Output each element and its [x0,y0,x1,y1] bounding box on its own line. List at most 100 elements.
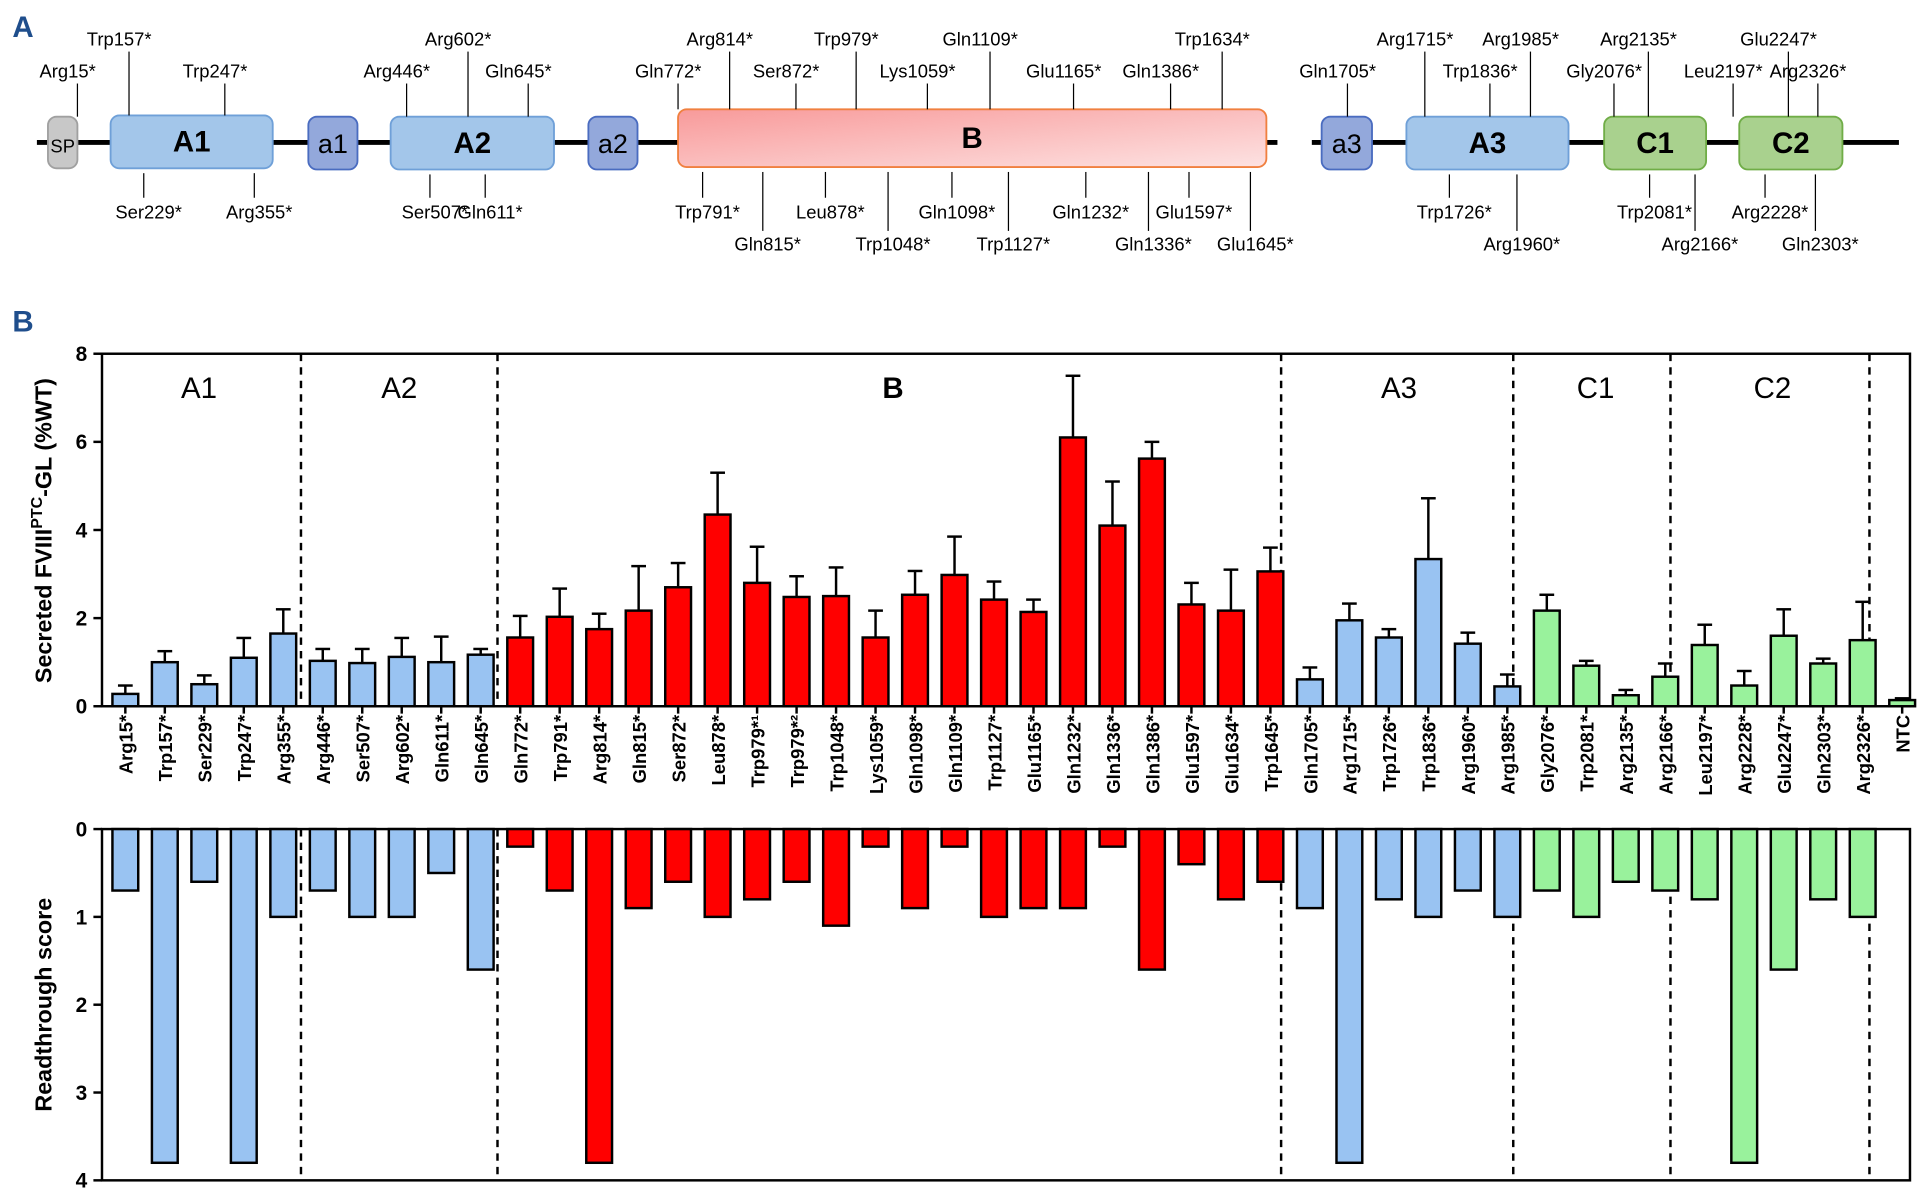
readthrough-bar [190,827,219,883]
bar-group: Trp1127* [979,580,1009,919]
domain-box [1738,115,1844,171]
domain-SP: SP [47,115,79,170]
bar-group: Gln772* [506,614,535,848]
readthrough-bar [1453,827,1482,892]
readthrough-bar [1098,827,1127,848]
mutation-label-below: Gln611* [458,202,523,223]
bar-group: Ser507* [348,647,377,919]
bar-group: Gln2303* [1809,657,1838,901]
category-label: Arg355* [274,714,295,784]
bar-group: Arg2228* [1730,669,1759,1165]
category-label: Trp2081* [1577,714,1598,792]
readthrough-bar [1572,827,1601,919]
secreted-bar [1098,524,1127,708]
readthrough-bar [111,827,140,892]
region-label-C1: C1 [1577,372,1615,405]
mutation-label-above: Gln645* [485,60,552,81]
readthrough-bar [1493,827,1522,919]
domain-label: C1 [1636,127,1674,160]
readthrough-bar [861,827,890,848]
bar-group: Glu1634* [1216,568,1246,901]
mutation-label-above: Trp247* [183,60,248,81]
region-label-B: B [882,372,903,405]
secreted-bar [1453,642,1482,708]
domain-label: a2 [598,129,628,159]
mutation-label-below: Gln1098* [918,202,995,223]
readthrough-bar [742,827,772,901]
readthrough-bar [1216,827,1246,901]
bar-group: Glu2247* [1769,608,1798,971]
ylabel-tail: -GL (%WT) [31,378,57,497]
readthrough-bar [1019,827,1048,910]
secreted-bar [387,655,416,708]
readthrough-bar [1611,827,1640,883]
domain-C1: C1 [1603,115,1708,171]
mutation-label-above: Gly2076* [1566,60,1642,81]
readthrough-bar [1848,827,1877,919]
bar-group: Trp979*¹ [742,545,772,901]
category-label: Arg2326* [1853,714,1874,795]
readthrough-bar [466,827,495,971]
bar-group: Gln645* [466,647,495,971]
readthrough-bar [1690,827,1719,901]
secreted-bar [624,609,653,708]
domain-A1: A1 [109,114,274,170]
bar-group: Arg1960* [1453,631,1482,892]
mutation-label-above: Trp1634* [1175,28,1250,49]
category-label: Arg15* [116,714,137,774]
bar-group: Trp2081* [1572,659,1601,919]
mutation-label-above: Trp157* [87,28,152,49]
secreted-bar [861,636,890,708]
category-label: Gln1109* [945,714,966,793]
category-label: Gln1386* [1142,714,1163,794]
readthrough-bar [1058,827,1088,910]
bar-group: Ser229* [190,674,219,883]
readthrough-bar [1769,827,1798,971]
secreted-bar [1177,603,1206,708]
bar-group: Ser872* [664,561,693,883]
secreted-bar [1335,619,1364,708]
bar-group: Arg2135* [1611,688,1640,883]
mutation-label-above: Arg2135* [1600,28,1677,49]
secreted-bar [1374,636,1403,708]
secreted-bar [348,661,377,708]
category-label: Trp247* [234,714,255,781]
category-label: Gln1336* [1103,714,1124,794]
category-label: Arg2228* [1735,714,1756,795]
category-label: Glu1634* [1221,714,1242,794]
mutation-label-above: Trp1836* [1443,60,1518,81]
secreted-bar [1611,693,1640,708]
secreted-bar [1769,634,1798,708]
readthrough-bar [782,827,811,883]
domain-box [1603,115,1708,171]
readthrough-bar [506,827,535,848]
bar-group: Trp1048* [821,566,851,927]
category-label: Trp1127* [984,714,1005,791]
ylabel-main: Secreted FVIII [31,529,57,683]
ylabel-superscript: PTC [29,496,46,528]
category-label: Arg2166* [1656,714,1677,795]
category-label: Trp791* [550,714,571,781]
bar-group: Arg446* [308,647,337,892]
category-label: Leu878* [708,714,729,785]
secreted-bar [1888,698,1917,708]
category-label: Gln2303* [1814,714,1835,794]
category-label: Arg602* [392,714,413,784]
secreted-bar [1493,685,1522,708]
readthrough-bar [1256,827,1285,883]
readthrough-bar [1730,827,1759,1165]
category-label: Arg2135* [1616,714,1637,795]
category-label: Gly2076* [1537,714,1558,793]
y-tick-label: 6 [76,431,88,454]
mutation-label-below: Gln2303* [1782,234,1859,255]
secreted-bar [940,573,969,708]
readthrough-bar [150,827,179,1165]
secreted-bar [1572,664,1601,708]
secreted-bar [979,598,1009,708]
bar-group: Gln1336* [1098,480,1127,848]
readthrough-bar [1809,827,1838,901]
mutation-label-below: Trp1127* [977,234,1051,255]
secreted-bar [545,615,574,708]
domain-box [587,115,639,171]
